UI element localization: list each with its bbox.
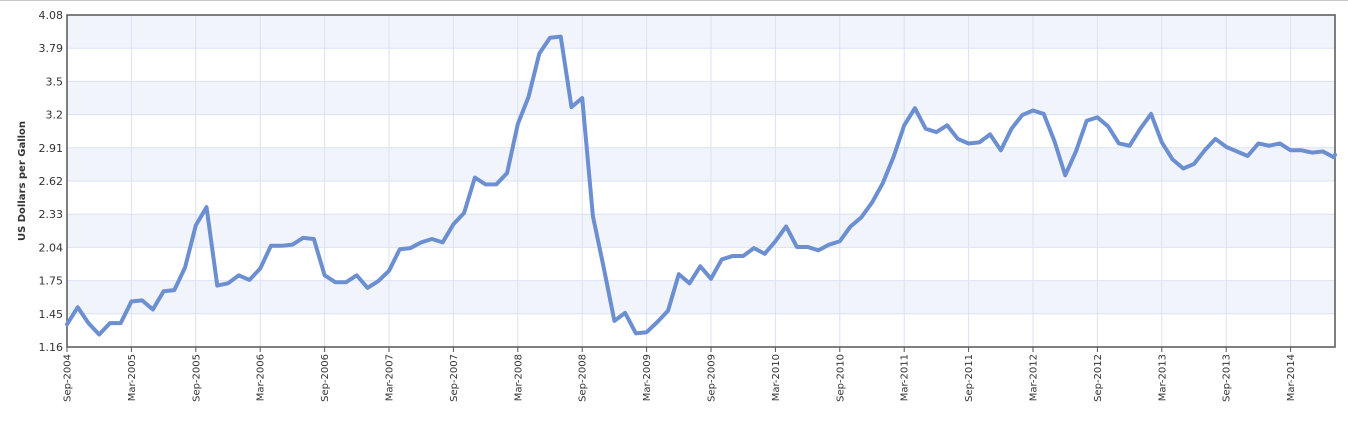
x-tick-label: Mar-2006 [256,354,267,401]
x-tick-label: Mar-2012 [1029,354,1040,401]
x-tick-label: Mar-2009 [642,354,653,401]
y-tick-label: 1.45 [39,308,64,321]
plot-band [67,214,1335,248]
x-tick-label: Sep-2005 [191,354,202,402]
y-axis-label: US Dollars per Gallon [17,121,28,241]
x-tick-label: Sep-2012 [1093,354,1104,402]
y-tick-label: 4.08 [39,9,64,22]
y-tick-label: 2.91 [39,142,64,155]
x-tick-label: Mar-2005 [127,354,138,401]
x-tick-label: Mar-2010 [771,354,782,401]
x-tick-label: Sep-2009 [707,354,718,402]
x-tick-label: Sep-2013 [1222,354,1233,402]
x-axis-ticks: Sep-2004 Mar-2005 Sep-2005 Mar-2006 Sep-2006… [63,347,1297,402]
plot-band [67,81,1335,115]
series-line [65,34,1337,337]
x-tick-label: Mar-2007 [385,354,396,401]
y-tick-label: 1.16 [39,341,64,354]
x-tick-label: Sep-2010 [835,354,846,402]
x-tick-label: Mar-2013 [1157,354,1168,401]
y-tick-label: 3.5 [46,75,64,88]
x-tick-label: Sep-2006 [320,354,331,402]
y-tick-label: 3.79 [39,42,64,55]
plot-frame [66,14,1336,348]
plot-band [67,280,1335,314]
x-tick-label: Sep-2011 [964,354,975,402]
y-tick-label: 2.04 [39,241,64,254]
x-tick-label: Mar-2008 [513,354,524,401]
y-axis-ticks: 1.16 1.45 1.75 2.04 2.33 2.62 2.91 3.2 3.5 3.79 4.… [39,9,64,354]
x-tick-label: Mar-2011 [900,354,911,401]
y-tick-label: 3.2 [46,109,64,122]
x-tick-label: Mar-2014 [1286,354,1297,401]
y-tick-label: 2.33 [39,208,64,221]
y-tick-label: 1.75 [39,275,64,288]
y-tick-label: 2.62 [39,175,64,188]
plot-bands [67,15,1335,314]
plot-band [67,15,1335,49]
x-tick-label: Sep-2004 [63,354,74,402]
top-rule [0,0,1348,1]
plot-band [67,147,1335,181]
x-tick-label: Sep-2007 [449,354,460,402]
x-tick-label: Sep-2008 [578,354,589,402]
